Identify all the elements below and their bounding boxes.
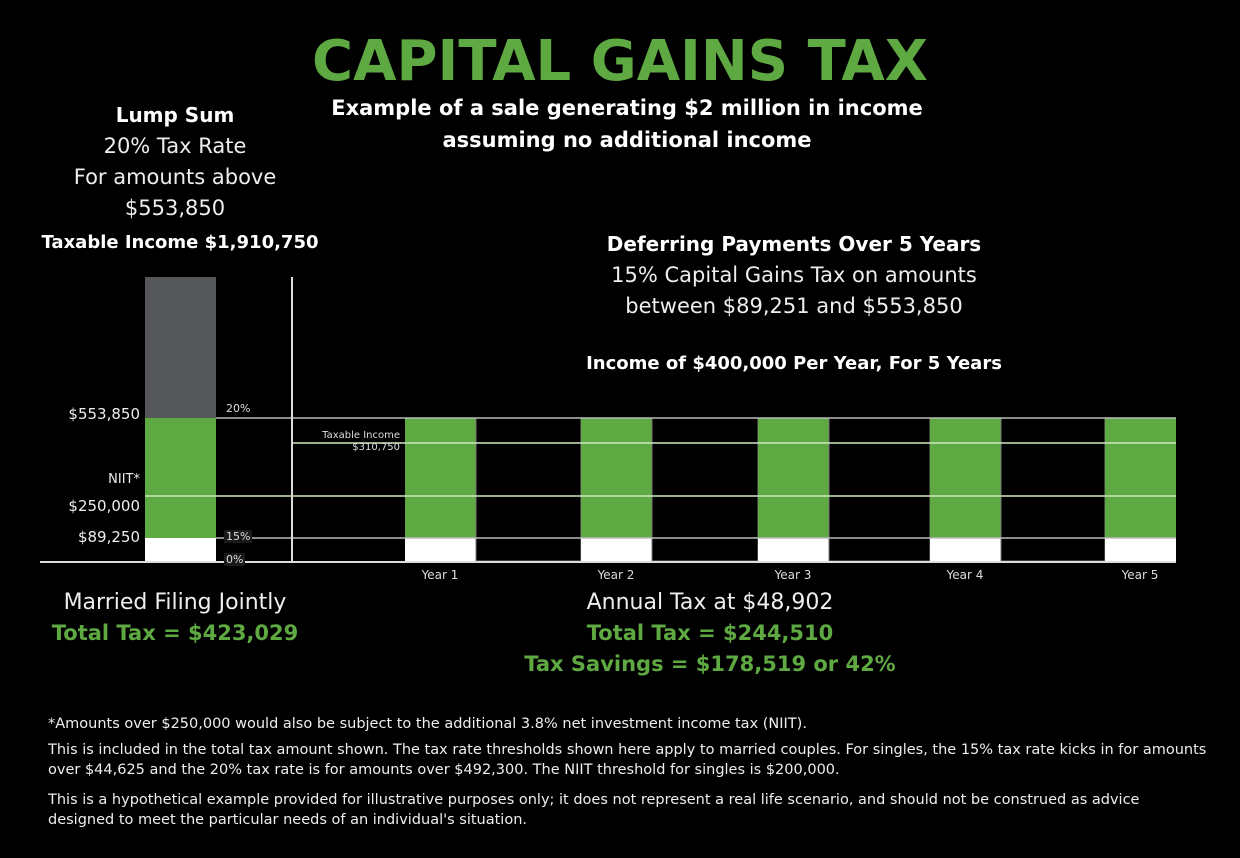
- x-label-year-2: Year 2: [597, 568, 635, 582]
- year-1-bar-segment-1: [405, 418, 476, 538]
- gap-box-2: [651, 417, 759, 562]
- taxable-income-note: Taxable Income $310,750: [300, 430, 400, 454]
- deferred-heading: Deferring Payments Over 5 Years: [606, 232, 982, 256]
- x-label-year-4: Year 4: [946, 568, 984, 582]
- year-3-bar-segment-0: [758, 538, 829, 561]
- page-title: CAPITAL GAINS TAX: [312, 29, 928, 94]
- year-2-bar-segment-1: [581, 418, 652, 538]
- lump-sum-heading: Lump Sum: [115, 103, 235, 127]
- deferred-header: Deferring Payments Over 5 Years 15% Capi…: [520, 229, 1068, 322]
- tax-savings: Tax Savings = $178,519 or 42%: [524, 652, 896, 676]
- gap-box-1: [475, 417, 582, 562]
- footnote-thresholds: This is included in the total tax amount…: [48, 742, 1207, 778]
- lump-sum-bar-segment-0: [145, 538, 216, 561]
- deferred-rate-1: 15% Capital Gains Tax on amounts: [611, 263, 977, 287]
- x-label-year-3: Year 3: [774, 568, 812, 582]
- subtitle-line-2: assuming no additional income: [442, 128, 812, 152]
- taxable-income-note-value: $310,750: [352, 442, 400, 453]
- year-4-bar-segment-1: [930, 418, 1001, 538]
- lump-sum-above-2: $553,850: [124, 196, 226, 220]
- rate-label-20: 20%: [226, 402, 251, 415]
- filing-status: Married Filing Jointly: [63, 590, 287, 615]
- subtitle-line-1: Example of a sale generating $2 million …: [331, 96, 923, 120]
- footnote-niit: *Amounts over $250,000 would also be sub…: [48, 716, 807, 732]
- lump-sum-bar-segment-1: [145, 418, 216, 538]
- year-1-bar-segment-0: [405, 538, 476, 561]
- taxable-income-note-label: Taxable Income: [322, 430, 400, 441]
- gap-box-3: [828, 417, 931, 562]
- year-2-bar-segment-0: [581, 538, 652, 561]
- deferred-income-line: Income of $400,000 Per Year, For 5 Years: [586, 353, 1002, 374]
- lump-sum-total-tax: Total Tax = $423,029: [51, 621, 299, 645]
- deferred-rate-2: between $89,251 and $553,850: [625, 294, 963, 318]
- lump-sum-bar-segment-2: [145, 277, 216, 418]
- lump-sum-rate: 20% Tax Rate: [103, 134, 247, 158]
- deferred-annual-tax: Annual Tax at $48,902: [586, 590, 834, 615]
- rate-label-0: 0%: [224, 553, 246, 566]
- y-label-553850: $553,850: [68, 405, 140, 423]
- year-5-bar-segment-0: [1105, 538, 1176, 561]
- year-4-bar-segment-0: [930, 538, 1001, 561]
- subtitle: Example of a sale generating $2 million …: [300, 92, 954, 156]
- lump-sum-taxable-income: Taxable Income $1,910,750: [41, 232, 319, 253]
- y-label-250000: $250,000: [68, 497, 140, 515]
- y-label-niit: NIIT*: [108, 472, 140, 487]
- y-label-89250: $89,250: [77, 528, 140, 546]
- year-3-bar-segment-1: [758, 418, 829, 538]
- x-label-year-5: Year 5: [1121, 568, 1159, 582]
- deferred-total-tax: Total Tax = $244,510: [586, 621, 834, 645]
- rate-label-15: 15%: [224, 530, 253, 543]
- x-label-year-1: Year 1: [421, 568, 459, 582]
- year-5-bar-segment-1: [1105, 418, 1176, 538]
- gap-box-4: [1000, 417, 1106, 562]
- lump-sum-header: Lump Sum 20% Tax Rate For amounts above …: [40, 100, 310, 224]
- lump-sum-above-1: For amounts above: [73, 165, 277, 189]
- footnote-disclaimer: This is a hypothetical example provided …: [48, 792, 1140, 828]
